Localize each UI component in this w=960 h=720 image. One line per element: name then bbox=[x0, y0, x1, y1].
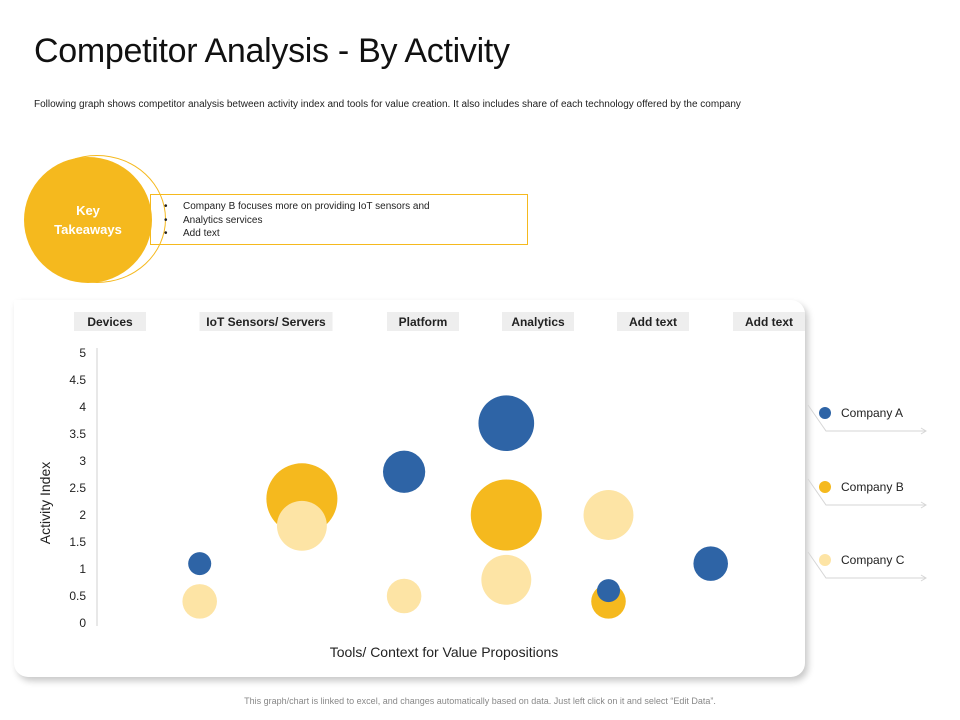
category-header-label: Add text bbox=[745, 315, 793, 329]
legend-label: Company A bbox=[841, 406, 903, 420]
category-header-bg bbox=[733, 312, 805, 331]
category-header-bg bbox=[387, 312, 459, 331]
y-tick-label: 4 bbox=[79, 400, 86, 414]
bubble-company-a bbox=[188, 552, 212, 576]
y-tick-label: 1 bbox=[79, 562, 86, 576]
y-tick-label: 3 bbox=[79, 454, 86, 468]
category-header-bg bbox=[199, 312, 333, 331]
legend-connector bbox=[807, 551, 926, 579]
bubble-company-c bbox=[276, 500, 327, 551]
key-takeaways-box: Company B focuses more on providing IoT … bbox=[150, 194, 528, 245]
key-takeaway-bullet-continued: Analytics services bbox=[164, 214, 527, 228]
y-tick-label: 1.5 bbox=[69, 535, 86, 549]
y-tick-label: 4.5 bbox=[69, 373, 86, 387]
bubble-company-a bbox=[478, 395, 535, 452]
category-header-bg bbox=[74, 312, 146, 331]
legend-label: Company C bbox=[841, 553, 905, 567]
bubble-company-c bbox=[583, 490, 634, 540]
legend-swatch bbox=[819, 554, 831, 566]
bubbles bbox=[182, 395, 728, 619]
legend-arrowhead bbox=[920, 501, 927, 509]
bubble-company-c bbox=[182, 584, 217, 619]
bubble-company-a bbox=[382, 450, 426, 493]
y-tick-label: 0.5 bbox=[69, 589, 86, 603]
category-header-bg bbox=[617, 312, 689, 331]
y-tick-label: 2 bbox=[79, 508, 86, 522]
category-headers: Devices IoT Sensors/ Servers Platform Analy… bbox=[74, 312, 805, 331]
y-tick-label: 3.5 bbox=[69, 427, 86, 441]
category-header-label: Analytics bbox=[511, 315, 565, 329]
legend-connector bbox=[807, 404, 926, 432]
legend-arrowhead bbox=[920, 574, 927, 582]
category-header-bg bbox=[502, 312, 574, 331]
category-header-label: Devices bbox=[87, 315, 133, 329]
page-title: Competitor Analysis - By Activity bbox=[34, 32, 510, 70]
page-subtitle: Following graph shows competitor analysi… bbox=[34, 99, 741, 110]
bubble-company-b bbox=[470, 479, 542, 551]
bubble-company-c bbox=[386, 578, 422, 614]
key-takeaway-bullet: Company B focuses more on providing IoT … bbox=[164, 200, 527, 214]
bubble-company-c bbox=[481, 554, 532, 605]
x-axis-label: Tools/ Context for Value Propositions bbox=[330, 644, 559, 660]
y-tick-label: 2.5 bbox=[69, 481, 86, 495]
footnote: This graph/chart is linked to excel, and… bbox=[244, 696, 716, 706]
key-takeaways-heading-line2: Takeaways bbox=[54, 222, 122, 237]
legend-swatch bbox=[819, 407, 831, 419]
key-takeaways-list: Company B focuses more on providing IoT … bbox=[164, 200, 527, 241]
legend-label: Company B bbox=[841, 480, 904, 494]
category-header-label: IoT Sensors/ Servers bbox=[206, 315, 326, 329]
legend-arrowhead bbox=[920, 427, 927, 435]
key-takeaways-heading-line1: Key bbox=[76, 203, 100, 218]
category-header-label: Platform bbox=[399, 315, 448, 329]
legend: Company A Company B Company C bbox=[807, 404, 927, 582]
y-axis-ticks: 0 0.5 1 1.5 2 2.5 3 3.5 4 4.5 5 bbox=[69, 346, 86, 630]
category-header-label: Add text bbox=[629, 315, 677, 329]
y-axis-label: Activity Index bbox=[37, 462, 53, 544]
bubble-company-a bbox=[596, 579, 621, 603]
y-tick-label: 5 bbox=[79, 346, 86, 360]
key-takeaway-bullet: Add text bbox=[164, 227, 527, 241]
bubble-company-a bbox=[693, 546, 728, 581]
key-takeaways-badge: Key Takeaways bbox=[24, 157, 152, 283]
legend-swatch bbox=[819, 481, 831, 493]
legend-connector bbox=[807, 478, 926, 506]
y-tick-label: 0 bbox=[79, 616, 86, 630]
